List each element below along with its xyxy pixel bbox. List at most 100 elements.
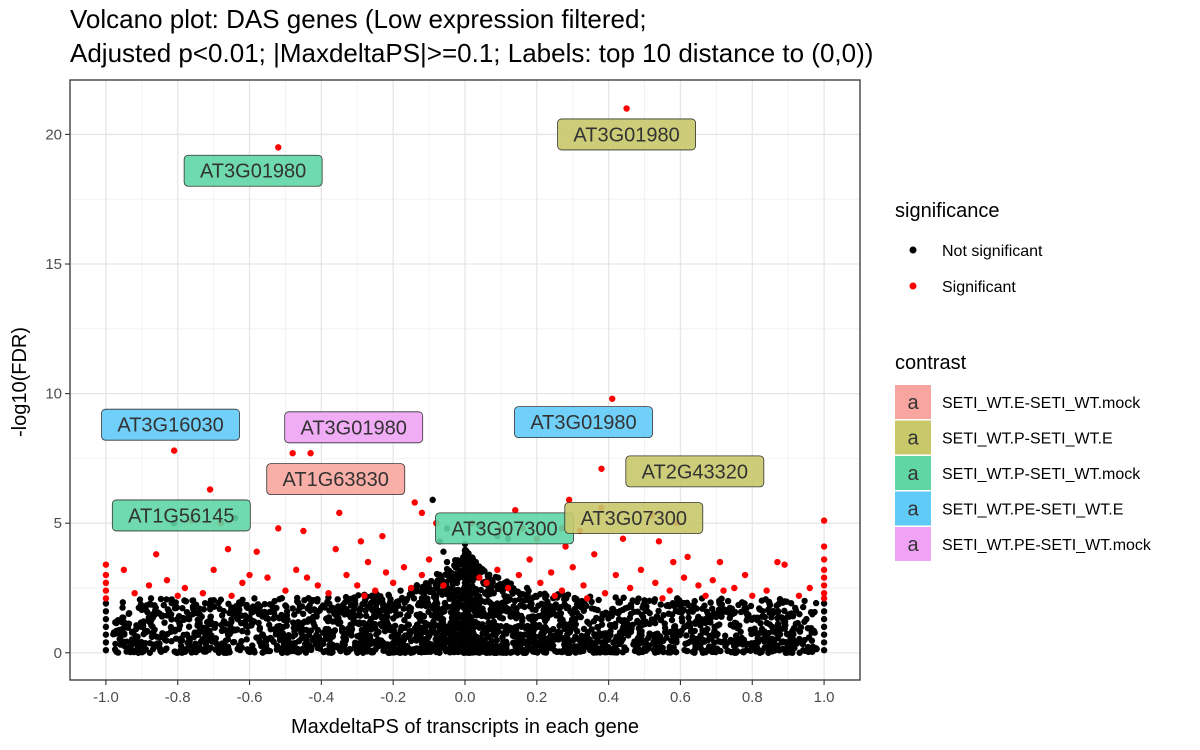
point-not-significant — [651, 598, 658, 605]
point-not-significant — [635, 649, 643, 656]
gene-label-box — [557, 118, 696, 151]
point-significant — [820, 556, 828, 563]
point-not-significant — [324, 598, 331, 605]
y-axis-ticks: 0 5 10 15 20 — [45, 126, 70, 662]
point-not-significant — [160, 601, 168, 609]
point-not-significant — [630, 641, 637, 648]
point-significant — [382, 569, 390, 576]
point-not-significant — [244, 629, 251, 636]
point-not-significant — [485, 590, 492, 597]
point-not-significant — [215, 599, 222, 607]
point-not-significant — [629, 597, 636, 604]
point-not-significant — [661, 620, 668, 627]
point-not-significant — [171, 628, 178, 635]
point-not-significant — [683, 622, 691, 629]
point-significant — [558, 587, 566, 594]
point-significant — [400, 564, 408, 571]
point-not-significant — [461, 625, 468, 632]
point-significant — [806, 584, 813, 592]
point-not-significant — [296, 648, 303, 655]
point-not-significant — [744, 613, 751, 621]
point-not-significant — [571, 594, 578, 602]
point-not-significant — [130, 648, 138, 656]
point-significant — [210, 566, 217, 574]
point-not-significant — [207, 602, 214, 610]
point-significant — [483, 579, 490, 587]
point-significant — [282, 587, 289, 594]
point-not-significant — [463, 638, 471, 645]
point-not-significant — [669, 648, 677, 655]
gene-label: AT3G16030 — [101, 408, 240, 441]
point-not-significant — [820, 631, 828, 638]
point-significant — [228, 592, 235, 599]
point-not-significant — [433, 579, 440, 587]
contrast-legend-title: contrast — [895, 352, 967, 374]
point-not-significant — [696, 644, 703, 651]
point-not-significant — [451, 592, 458, 599]
point-significant — [512, 507, 519, 514]
point-significant — [655, 538, 663, 545]
point-not-significant — [355, 592, 362, 599]
point-not-significant — [396, 640, 404, 647]
point-not-significant — [583, 631, 591, 639]
point-not-significant — [571, 625, 578, 632]
point-not-significant — [799, 603, 807, 611]
point-not-significant — [485, 619, 492, 627]
point-not-significant — [418, 638, 426, 645]
point-not-significant — [799, 647, 807, 654]
point-significant — [741, 571, 749, 579]
point-not-significant — [325, 614, 333, 621]
point-not-significant — [398, 594, 406, 602]
point-not-significant — [727, 636, 734, 644]
point-not-significant — [299, 610, 307, 618]
point-not-significant — [196, 605, 203, 612]
point-not-significant — [683, 632, 690, 639]
point-not-significant — [768, 614, 775, 621]
gene-label-text: AT3G01980 — [530, 412, 636, 434]
point-significant — [102, 579, 110, 587]
point-not-significant — [493, 637, 501, 644]
point-not-significant — [490, 589, 497, 597]
point-not-significant — [288, 645, 295, 652]
legend-key-glyph: a — [907, 463, 919, 485]
gene-label: AT3G01980 — [514, 406, 653, 439]
point-not-significant — [153, 633, 160, 640]
point-not-significant — [314, 627, 321, 634]
point-not-significant — [809, 643, 817, 651]
point-significant — [623, 105, 630, 112]
legend-key-swatch — [895, 385, 931, 419]
point-not-significant — [607, 648, 615, 656]
point-not-significant — [776, 595, 784, 603]
point-not-significant — [738, 634, 745, 642]
point-not-significant — [540, 636, 547, 643]
point-not-significant — [471, 636, 479, 643]
point-not-significant — [756, 606, 763, 613]
point-significant — [598, 465, 605, 472]
point-significant — [551, 592, 558, 599]
point-not-significant — [424, 595, 431, 602]
point-not-significant — [799, 640, 807, 648]
point-not-significant — [236, 606, 243, 613]
point-not-significant — [201, 638, 208, 646]
gene-label: AT3G01980 — [284, 411, 424, 444]
x-tick-label: 1.0 — [814, 689, 835, 706]
point-not-significant — [457, 561, 464, 568]
point-not-significant — [757, 619, 764, 627]
point-not-significant — [801, 597, 808, 605]
point-not-significant — [119, 604, 126, 611]
point-not-significant — [458, 620, 466, 627]
point-not-significant — [157, 595, 165, 603]
point-not-significant — [444, 637, 452, 645]
point-not-significant — [460, 604, 468, 612]
point-not-significant — [628, 625, 635, 632]
point-not-significant — [256, 638, 264, 646]
point-not-significant — [516, 595, 523, 603]
point-not-significant — [233, 626, 241, 633]
point-not-significant — [189, 605, 197, 613]
point-not-significant — [228, 616, 235, 623]
point-not-significant — [203, 619, 211, 626]
point-not-significant — [280, 616, 288, 624]
point-not-significant — [616, 598, 623, 606]
gene-label-text: AT3G16030 — [117, 415, 223, 437]
point-not-significant — [496, 614, 504, 621]
